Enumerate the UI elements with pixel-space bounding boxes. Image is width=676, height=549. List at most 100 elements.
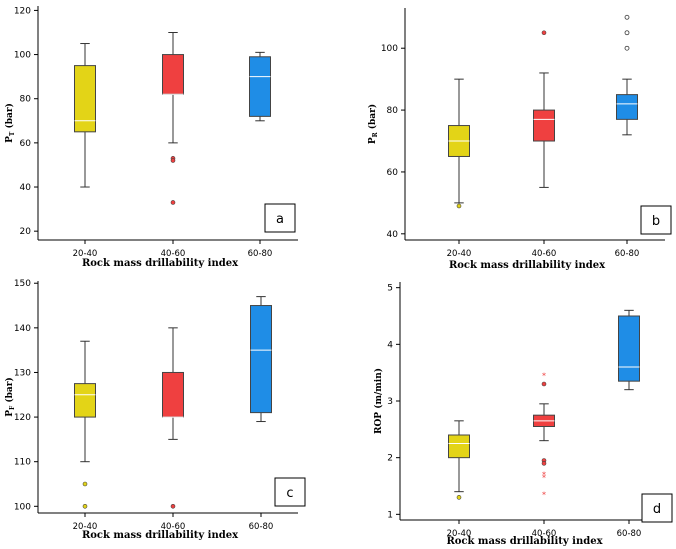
y-axis-title: ROP (m/min) — [373, 368, 384, 434]
outlier-point — [624, 30, 630, 36]
x-tick-label: 60-80 — [615, 249, 640, 259]
x-tick-label: 40-60 — [532, 529, 557, 539]
box-60-80 — [249, 51, 271, 122]
y-tick-label: 4 — [387, 340, 393, 350]
extreme-outlier-star: * — [542, 491, 546, 500]
y-axis-title: PT (bar) — [4, 103, 16, 143]
y-tick-label: 1 — [387, 510, 393, 520]
outlier-point — [541, 381, 547, 387]
outlier-point — [170, 504, 176, 509]
y-axis-title-unit: (bar) — [4, 103, 15, 132]
y-axis-title: PR (bar) — [367, 104, 379, 144]
outlier-point — [541, 461, 547, 466]
y-tick-label: 2 — [387, 454, 393, 464]
iqr-box — [74, 383, 96, 418]
box-60-80 — [250, 296, 272, 423]
box-20-40 — [74, 340, 96, 509]
outlier-point — [170, 158, 176, 163]
x-tick-label: 60-80 — [249, 522, 274, 532]
outlier-point — [541, 30, 547, 36]
y-axis-title-subscript: F — [9, 405, 16, 410]
y-axis-title-unit: (m/min) — [373, 368, 384, 412]
y-tick-label: 120 — [14, 413, 31, 423]
y-tick-label: 100 — [14, 502, 31, 512]
panel-label: a — [276, 212, 284, 227]
box-40-60: **** — [533, 372, 555, 500]
iqr-box — [616, 94, 638, 120]
panel-a: 20 40 60 80 100 120 20-40 40-60 60-80 Rock mass d… — [4, 6, 298, 269]
outlier-point — [456, 203, 462, 209]
iqr-box — [249, 56, 271, 117]
y-axis-title-subscript: R — [372, 131, 379, 137]
x-axis-title: Rock mass drillability index — [82, 258, 239, 269]
outlier-point — [624, 14, 630, 20]
x-tick-label: 40-60 — [532, 249, 557, 259]
y-tick-label: 150 — [14, 279, 31, 289]
y-tick-label: 80 — [387, 106, 399, 116]
x-tick-label: 20-40 — [447, 529, 472, 539]
iqr-box — [162, 54, 184, 95]
outlier-point — [82, 481, 88, 487]
extreme-outlier-star: * — [542, 474, 546, 483]
box-20-40 — [74, 43, 96, 188]
panel-b: 40 60 80 100 20-40 40-60 60-80 Rock mass drilla… — [367, 8, 672, 271]
x-axis-title: Rock mass drillability index — [82, 530, 239, 541]
y-axis-title-main: P — [5, 136, 15, 143]
outlier-point — [624, 45, 630, 51]
panel-label: d — [653, 502, 661, 517]
y-tick-label: 3 — [387, 397, 393, 407]
x-tick-label: 40-60 — [161, 249, 186, 259]
panel-label: c — [286, 486, 293, 501]
y-tick-label: 80 — [20, 95, 32, 105]
y-axis-title-subscript: T — [9, 131, 16, 136]
y-axis-title-main: ROP — [374, 412, 384, 434]
iqr-box — [448, 434, 470, 459]
outlier-point — [82, 504, 88, 509]
x-axis-title: Rock mass drillability index — [446, 536, 603, 547]
outlier-point — [170, 200, 176, 205]
panel-c: 100 110 120 130 140 150 20-40 40-60 60-80 Rock ma… — [4, 279, 306, 541]
iqr-box — [250, 305, 272, 414]
y-axis-title-unit: (bar) — [367, 104, 378, 133]
y-axis-title: PF (bar) — [4, 377, 16, 417]
outlier-point — [456, 495, 462, 500]
y-tick-label: 130 — [14, 368, 31, 378]
extreme-outlier-star: * — [542, 372, 546, 381]
panel-label-box — [641, 493, 673, 523]
iqr-box — [618, 315, 640, 382]
y-tick-label: 100 — [381, 44, 398, 54]
box-20-40 — [448, 420, 470, 500]
y-axis-title-main: P — [5, 410, 15, 417]
box-60-80 — [616, 14, 638, 136]
panel-label-box — [274, 477, 306, 507]
box-60-80 — [618, 309, 640, 391]
panel-d: 1 2 3 4 5 20-40 40-60 60-80 Rock mass drillabili… — [373, 282, 673, 547]
iqr-box — [533, 109, 555, 142]
y-axis-title-main: P — [368, 137, 378, 144]
y-tick-label: 120 — [14, 6, 31, 16]
x-tick-label: 60-80 — [248, 249, 273, 259]
y-tick-label: 60 — [387, 168, 399, 178]
y-tick-label: 40 — [387, 230, 399, 240]
y-tick-label: 40 — [20, 183, 32, 193]
y-axis-title-unit: (bar) — [4, 377, 15, 406]
panel-label-box — [640, 205, 672, 235]
y-tick-label: 20 — [20, 227, 32, 237]
y-tick-label: 110 — [14, 458, 31, 468]
iqr-box — [74, 65, 96, 133]
panel-label-box — [264, 203, 296, 233]
y-tick-label: 5 — [387, 284, 393, 294]
panel-label: b — [652, 214, 660, 229]
y-tick-label: 100 — [14, 51, 31, 61]
box-20-40 — [448, 78, 470, 209]
x-tick-label: 20-40 — [73, 249, 98, 259]
iqr-box — [162, 371, 184, 418]
x-tick-label: 60-80 — [617, 529, 642, 539]
extreme-outlier-star: * — [542, 471, 546, 480]
y-tick-label: 140 — [14, 324, 31, 334]
box-40-60 — [533, 30, 555, 188]
x-tick-label: 40-60 — [161, 522, 186, 532]
x-tick-label: 20-40 — [447, 249, 472, 259]
x-tick-label: 20-40 — [73, 522, 98, 532]
